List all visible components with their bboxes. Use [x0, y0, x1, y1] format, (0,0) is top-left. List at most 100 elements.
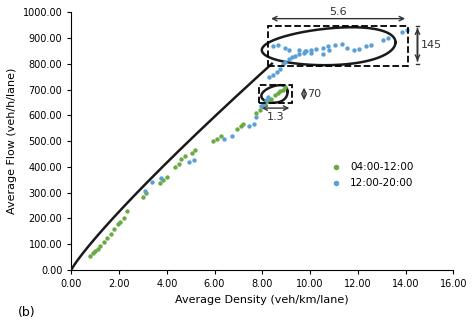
Point: [295, 48, 303, 53]
Point: [191, 157, 198, 162]
Point: [265, 74, 273, 80]
Text: (b): (b): [18, 306, 36, 319]
Point: [210, 138, 217, 144]
Point: [269, 72, 277, 77]
X-axis label: Average Density (veh/km/lane): Average Density (veh/km/lane): [175, 294, 349, 305]
Point: [253, 114, 260, 119]
Point: [308, 48, 315, 53]
Point: [181, 153, 189, 159]
Point: [269, 44, 277, 49]
Point: [350, 48, 358, 53]
Point: [384, 36, 392, 41]
Point: [177, 157, 185, 162]
Point: [96, 243, 104, 248]
Point: [157, 175, 164, 180]
Point: [149, 179, 156, 185]
Point: [274, 90, 282, 95]
Point: [324, 44, 332, 49]
Point: [143, 190, 150, 196]
Point: [264, 94, 272, 99]
Bar: [259, 84, 292, 103]
Point: [191, 148, 199, 153]
Point: [246, 124, 253, 129]
Point: [331, 43, 339, 48]
Point: [188, 150, 196, 155]
Bar: [268, 26, 408, 66]
Point: [261, 102, 268, 107]
Point: [217, 134, 224, 139]
Point: [120, 216, 128, 221]
Point: [301, 49, 309, 54]
Point: [175, 161, 182, 166]
Point: [94, 246, 101, 252]
Point: [367, 43, 375, 48]
Point: [103, 235, 111, 240]
Point: [279, 87, 286, 92]
Point: [142, 188, 149, 193]
Point: [89, 251, 97, 256]
Point: [87, 253, 94, 258]
Point: [273, 70, 281, 75]
Point: [213, 136, 221, 142]
Point: [239, 121, 247, 126]
Point: [91, 249, 99, 254]
Point: [403, 27, 410, 32]
Point: [279, 61, 286, 66]
Point: [319, 51, 327, 57]
Point: [186, 160, 193, 165]
Point: [281, 59, 289, 64]
Point: [272, 93, 279, 98]
Point: [362, 44, 370, 49]
Point: [303, 49, 310, 54]
Point: [319, 45, 327, 50]
Point: [281, 85, 289, 90]
Y-axis label: Average Flow (veh/h/lane): Average Flow (veh/h/lane): [7, 68, 17, 214]
Point: [288, 54, 296, 59]
Point: [159, 178, 167, 183]
Point: [285, 47, 292, 52]
Point: [291, 53, 298, 58]
Text: 5.6: 5.6: [329, 7, 347, 17]
Point: [117, 219, 124, 224]
Point: [262, 98, 270, 103]
Point: [379, 37, 387, 43]
Point: [308, 50, 315, 56]
Text: 70: 70: [307, 89, 321, 99]
Point: [260, 101, 267, 106]
Point: [139, 194, 146, 199]
Point: [114, 222, 122, 227]
Point: [267, 96, 274, 101]
Point: [171, 164, 179, 170]
Point: [285, 56, 292, 61]
Point: [237, 124, 245, 129]
Point: [264, 98, 272, 104]
Point: [338, 41, 346, 46]
Point: [233, 126, 241, 131]
Text: 145: 145: [420, 40, 441, 50]
Point: [312, 46, 320, 51]
Point: [156, 180, 164, 186]
Point: [281, 45, 289, 50]
Point: [274, 43, 282, 48]
Point: [163, 175, 171, 180]
Point: [276, 67, 284, 72]
Point: [100, 239, 107, 244]
Point: [124, 209, 131, 214]
Point: [250, 121, 258, 126]
Point: [325, 47, 333, 52]
Point: [398, 30, 406, 35]
Point: [295, 51, 303, 57]
Point: [343, 45, 351, 50]
Text: 1.3: 1.3: [266, 112, 284, 122]
Point: [301, 50, 308, 56]
Point: [253, 111, 260, 116]
Point: [256, 107, 264, 112]
Point: [276, 88, 284, 93]
Point: [228, 134, 236, 139]
Point: [110, 227, 118, 232]
Point: [107, 231, 114, 237]
Point: [257, 104, 265, 109]
Legend: 04:00-12:00, 12:00-20:00: 04:00-12:00, 12:00-20:00: [322, 158, 418, 193]
Point: [220, 136, 228, 142]
Point: [355, 46, 363, 51]
